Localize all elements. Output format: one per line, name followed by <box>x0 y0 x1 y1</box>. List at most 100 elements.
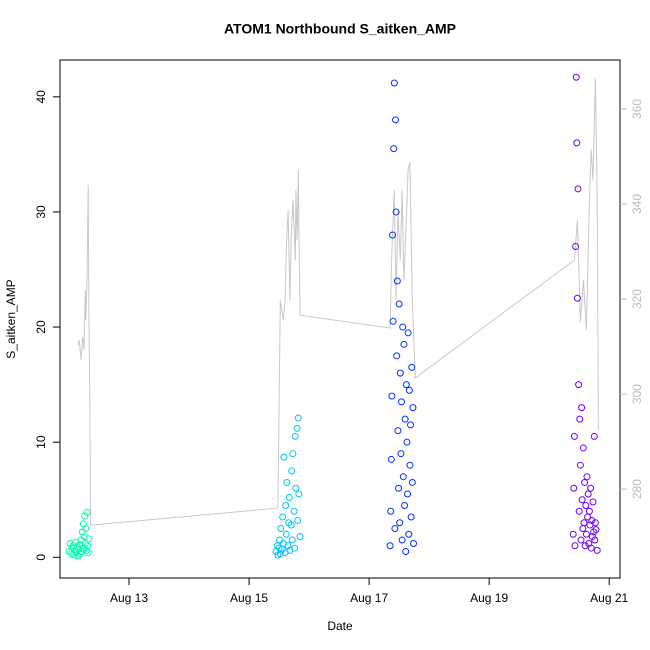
point <box>409 404 417 412</box>
point <box>276 550 284 558</box>
point <box>581 478 589 486</box>
y2-tick-label: 280 <box>630 479 644 499</box>
y-tick-label: 30 <box>34 205 48 219</box>
point <box>571 542 579 550</box>
point <box>579 444 587 452</box>
point <box>573 294 581 302</box>
point <box>273 542 281 550</box>
point <box>284 542 292 550</box>
point <box>84 542 92 550</box>
y2-tick-label: 360 <box>630 99 644 119</box>
point <box>295 490 303 498</box>
point <box>592 526 600 534</box>
point <box>402 548 410 556</box>
point <box>282 501 290 509</box>
point <box>290 507 298 515</box>
y2-tick-label: 320 <box>630 289 644 309</box>
point <box>578 496 586 504</box>
point <box>406 461 414 469</box>
point <box>404 329 412 337</box>
point <box>399 323 407 331</box>
point <box>82 546 90 554</box>
point <box>392 116 400 124</box>
point <box>74 552 82 560</box>
point <box>387 507 395 515</box>
point <box>588 533 596 541</box>
point <box>389 231 397 239</box>
point <box>392 208 400 216</box>
point <box>581 542 589 550</box>
point <box>398 398 406 406</box>
point <box>81 539 89 547</box>
point <box>574 185 582 193</box>
x-tick-label: Aug 13 <box>110 591 148 605</box>
point <box>288 467 296 475</box>
point <box>407 513 415 521</box>
point <box>390 145 398 153</box>
y2-tick-label: 300 <box>630 384 644 404</box>
point <box>573 139 581 147</box>
point <box>280 453 288 461</box>
point <box>294 414 302 422</box>
point <box>587 544 595 552</box>
point <box>572 73 580 81</box>
point <box>85 535 93 543</box>
point <box>70 551 78 559</box>
x-axis-label: Date <box>327 619 353 633</box>
point <box>389 317 397 325</box>
point <box>576 415 584 423</box>
point <box>78 548 86 556</box>
y2-tick-label: 340 <box>630 194 644 214</box>
point <box>285 493 293 501</box>
x-tick-label: Aug 17 <box>350 591 388 605</box>
point <box>293 424 301 432</box>
point <box>403 438 411 446</box>
x-tick-label: Aug 21 <box>590 591 628 605</box>
point <box>402 381 410 389</box>
point <box>393 352 401 360</box>
point <box>578 404 586 412</box>
point <box>387 455 395 463</box>
y-tick-label: 40 <box>34 90 48 104</box>
point <box>276 536 284 544</box>
point <box>388 392 396 400</box>
point <box>405 530 413 538</box>
point <box>585 507 593 515</box>
point <box>279 513 287 521</box>
point <box>285 519 293 527</box>
point <box>397 450 405 458</box>
point <box>583 473 591 481</box>
point <box>78 528 86 536</box>
point <box>292 484 300 492</box>
point <box>410 539 418 547</box>
point <box>404 490 412 498</box>
point <box>589 498 597 506</box>
point <box>591 536 599 544</box>
point <box>590 432 598 440</box>
point <box>408 478 416 486</box>
line <box>77 78 599 526</box>
point <box>577 536 585 544</box>
x-tick-label: Aug 19 <box>470 591 508 605</box>
point <box>400 340 408 348</box>
point <box>395 484 403 492</box>
y-tick-label: 20 <box>34 320 48 334</box>
point <box>84 549 92 557</box>
point <box>294 516 302 524</box>
point <box>394 427 402 435</box>
point <box>393 277 401 285</box>
point <box>590 528 598 536</box>
point <box>83 508 91 516</box>
point <box>575 507 583 515</box>
point <box>584 490 592 498</box>
point <box>296 533 304 541</box>
x-tick-label: Aug 15 <box>230 591 268 605</box>
y-tick-label: 10 <box>34 435 48 449</box>
point <box>289 450 297 458</box>
point <box>572 242 580 250</box>
point <box>291 432 299 440</box>
point <box>399 473 407 481</box>
chart-title: ATOM1 Northbound S_aitken_AMP <box>224 21 456 37</box>
point <box>288 536 296 544</box>
